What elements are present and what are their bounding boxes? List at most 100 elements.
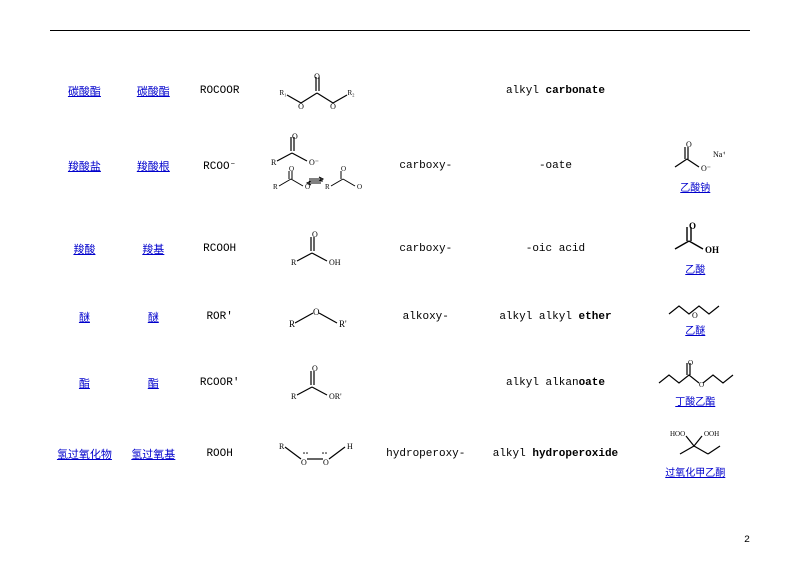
svg-text:R: R xyxy=(279,442,285,451)
svg-text:O: O xyxy=(688,359,693,367)
example-link[interactable]: 乙酸钠 xyxy=(645,179,746,194)
svg-text:O: O xyxy=(299,102,305,111)
svg-text:R₂: R₂ xyxy=(348,89,356,97)
formula: RCOOR' xyxy=(188,347,252,418)
formula: RCOO⁻ xyxy=(188,121,252,211)
ether-structure-icon: R O R' xyxy=(281,305,351,329)
mek-peroxide-icon: HOO OOH xyxy=(660,428,730,462)
svg-text:O⁻: O⁻ xyxy=(309,158,319,167)
group-link[interactable]: 羧酸根 xyxy=(137,161,170,173)
table-row: 酯 酯 RCOOR' O R OR' alkyl alkanoate xyxy=(50,347,750,418)
suffix: alkyl alkanoate xyxy=(470,347,640,418)
group-link[interactable]: 氢过氧基 xyxy=(131,449,175,461)
svg-text:R: R xyxy=(289,319,295,329)
carbonate-structure-icon: O O O R₁ R₂ xyxy=(271,71,361,111)
svg-text:O: O xyxy=(312,230,318,239)
formula: ROCOOR xyxy=(188,61,252,121)
ester-structure-icon: O R OR' xyxy=(281,363,351,403)
example-cell: O 乙醚 xyxy=(641,286,750,347)
svg-text:O: O xyxy=(692,311,698,320)
svg-text:O: O xyxy=(315,72,321,81)
formula: RCOOH xyxy=(188,211,252,286)
svg-text:O: O xyxy=(289,165,294,173)
svg-text:O: O xyxy=(292,132,298,141)
structure-cell: O O O R₁ R₂ xyxy=(252,61,382,121)
svg-text:R': R' xyxy=(339,319,347,329)
diethyl-ether-icon: O xyxy=(665,296,725,320)
svg-text:R: R xyxy=(291,392,297,401)
svg-text:O: O xyxy=(323,458,329,467)
class-link[interactable]: 羧酸盐 xyxy=(68,161,101,173)
group-link[interactable]: 醚 xyxy=(148,312,159,324)
prefix xyxy=(381,347,470,418)
svg-text:O: O xyxy=(312,364,318,373)
svg-text:O⁻: O⁻ xyxy=(701,164,711,173)
suffix: -oate xyxy=(470,121,640,211)
table-row: 醚 醚 ROR' R O R' alkoxy- alkyl alkyl ethe… xyxy=(50,286,750,347)
suffix: alkyl hydroperoxide xyxy=(470,418,640,489)
svg-text:O: O xyxy=(331,102,337,111)
sodium-acetate-icon: O O⁻ Na⁺ xyxy=(665,139,725,177)
group-link[interactable]: 碳酸酯 xyxy=(137,86,170,98)
svg-text:OOH: OOH xyxy=(704,430,719,438)
formula: ROR' xyxy=(188,286,252,347)
top-rule xyxy=(50,30,750,31)
example-link[interactable]: 过氧化甲乙酮 xyxy=(645,464,746,479)
svg-text:HOO: HOO xyxy=(670,430,685,438)
class-link[interactable]: 酯 xyxy=(79,378,90,390)
suffix: alkyl carbonate xyxy=(470,61,640,121)
svg-text:O: O xyxy=(357,183,362,191)
class-link[interactable]: 氢过氧化物 xyxy=(57,449,112,461)
page-number: 2 xyxy=(744,535,750,546)
group-link[interactable]: 酯 xyxy=(148,378,159,390)
svg-text:OH: OH xyxy=(329,258,341,267)
prefix: carboxy- xyxy=(381,121,470,211)
acetic-acid-icon: O OH xyxy=(667,221,723,259)
svg-text:R₁: R₁ xyxy=(280,89,287,97)
hydroperoxide-structure-icon: R O O H xyxy=(271,439,361,469)
table-row: 碳酸酯 碳酸酯 ROCOOR O O O R₁ R₂ alkyl carbona… xyxy=(50,61,750,121)
example-cell: O O 丁酸乙酯 xyxy=(641,347,750,418)
carboxylate-structure-icon: O O⁻ R ROO ROO xyxy=(261,131,371,201)
svg-text:O: O xyxy=(305,183,310,191)
example-link[interactable]: 乙酸 xyxy=(645,261,746,276)
svg-text:R: R xyxy=(271,158,277,167)
table-row: 羧酸 羧基 RCOOH O R OH carboxy- -oic acid xyxy=(50,211,750,286)
class-link[interactable]: 醚 xyxy=(79,312,90,324)
svg-text:O: O xyxy=(313,307,320,317)
structure-cell: O R OR' xyxy=(252,347,382,418)
example-link[interactable]: 丁酸乙酯 xyxy=(645,393,746,408)
example-link[interactable]: 乙醚 xyxy=(645,322,746,337)
prefix: hydroperoxy- xyxy=(381,418,470,489)
prefix: alkoxy- xyxy=(381,286,470,347)
svg-text:R: R xyxy=(291,258,297,267)
example-cell: HOO OOH 过氧化甲乙酮 xyxy=(641,418,750,489)
suffix: -oic acid xyxy=(470,211,640,286)
prefix: carboxy- xyxy=(381,211,470,286)
structure-cell: O R OH xyxy=(252,211,382,286)
structure-cell: R O R' xyxy=(252,286,382,347)
functional-group-table: 碳酸酯 碳酸酯 ROCOOR O O O R₁ R₂ alkyl carbona… xyxy=(50,61,750,489)
structure-cell: R O O H xyxy=(252,418,382,489)
class-link[interactable]: 碳酸酯 xyxy=(68,86,101,98)
svg-text:O: O xyxy=(699,381,704,389)
svg-text:OR': OR' xyxy=(329,392,342,401)
table-row: 氢过氧化物 氢过氧基 ROOH R O O H hydroperoxy- alk… xyxy=(50,418,750,489)
svg-text:R: R xyxy=(273,183,278,191)
carboxylic-acid-structure-icon: O R OH xyxy=(281,229,351,269)
suffix: alkyl alkyl ether xyxy=(470,286,640,347)
svg-text:O: O xyxy=(341,165,346,173)
example-cell: O O⁻ Na⁺ 乙酸钠 xyxy=(641,121,750,211)
svg-text:Na⁺: Na⁺ xyxy=(713,150,725,159)
svg-text:OH: OH xyxy=(705,245,719,255)
example-cell: O OH 乙酸 xyxy=(641,211,750,286)
svg-text:H: H xyxy=(347,442,353,451)
group-link[interactable]: 羧基 xyxy=(142,244,164,256)
svg-text:O: O xyxy=(301,458,307,467)
ethyl-butanoate-icon: O O xyxy=(655,357,735,391)
formula: ROOH xyxy=(188,418,252,489)
structure-cell: O O⁻ R ROO ROO xyxy=(252,121,382,211)
table-row: 羧酸盐 羧酸根 RCOO⁻ O O⁻ R xyxy=(50,121,750,211)
prefix xyxy=(381,61,470,121)
class-link[interactable]: 羧酸 xyxy=(73,244,95,256)
